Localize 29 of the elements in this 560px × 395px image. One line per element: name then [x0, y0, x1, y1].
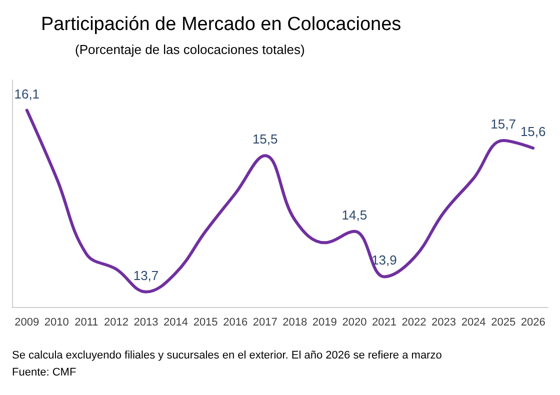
data-label: 13,7 — [133, 268, 159, 283]
x-tick-label: 2025 — [491, 316, 516, 328]
x-tick-label: 2014 — [164, 316, 188, 328]
x-tick-label: 2018 — [282, 316, 308, 328]
x-tick-label: 2011 — [74, 316, 98, 328]
x-tick-label: 2022 — [402, 316, 426, 328]
data-label: 13,9 — [372, 252, 397, 268]
x-tick-label: 2016 — [223, 316, 248, 328]
chart-subtitle: (Porcentaje de las colocaciones totales) — [75, 42, 305, 57]
x-tick-label: 2009 — [14, 316, 40, 328]
x-tick-label: 2026 — [520, 316, 546, 328]
data-label: 15,7 — [490, 116, 516, 132]
text: Se calcula excluyendo filiales y sucursales en el exterior. El año 2026 se refiere a marzo — [12, 350, 442, 362]
x-tick-label: 2013 — [134, 316, 158, 328]
x-tick-label: 2015 — [193, 316, 218, 328]
x-tick-label: 2019 — [312, 316, 337, 328]
source-note: Fuente: CMF — [12, 366, 76, 378]
data-label: 15,6 — [520, 124, 546, 140]
x-tick-label: 2021 — [372, 316, 396, 328]
data-label: 14,5 — [342, 207, 368, 222]
x-tick-label: 2010 — [44, 316, 69, 328]
data-label: 15,5 — [252, 132, 278, 147]
data-label: 16,1 — [14, 86, 40, 102]
x-tick-label: 2017 — [252, 316, 278, 328]
x-tick-label: 2023 — [432, 316, 456, 328]
x-tick-label: 2012 — [104, 316, 128, 328]
chart-title: Participación de Mercado en Colocaciones — [41, 14, 402, 35]
x-tick-label: 2024 — [461, 316, 486, 328]
x-tick-label: 2020 — [342, 316, 367, 328]
